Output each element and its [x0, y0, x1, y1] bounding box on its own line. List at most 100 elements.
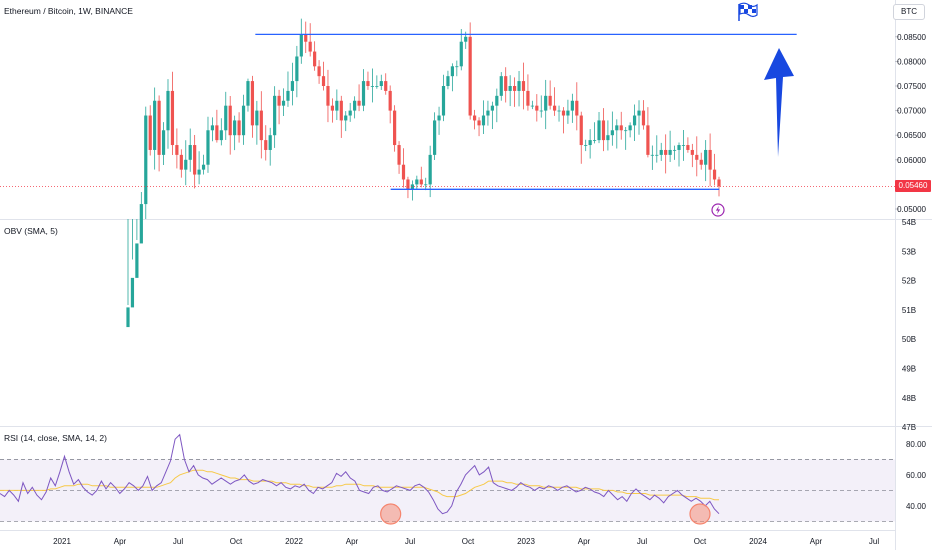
candle-body	[490, 105, 494, 111]
candle-body	[406, 179, 410, 190]
time-axis-label: Apr	[346, 537, 359, 546]
last-price-tag: 0.05460	[895, 180, 931, 192]
candle-body	[632, 115, 637, 126]
rsi-series[interactable]	[0, 433, 720, 515]
candle-body	[299, 34, 303, 57]
candle-body	[672, 149, 677, 151]
candle-body	[570, 100, 574, 111]
candle-body	[308, 41, 312, 52]
candle-body	[193, 145, 197, 175]
candle-body	[184, 159, 188, 170]
time-axis: 2021 Apr Jul Oct 2022 Apr Jul Oct 2023 Apr Jul Oct 2…	[53, 537, 879, 546]
candle-body	[233, 120, 237, 136]
candle-body	[592, 140, 597, 141]
time-axis-label: 2022	[285, 537, 303, 546]
time-axis-label: Apr	[578, 537, 591, 546]
candle-body	[521, 81, 526, 91]
candle-body	[499, 76, 503, 96]
candle-body	[539, 110, 543, 112]
rsi-guides	[0, 459, 895, 522]
candlestick-series[interactable]	[126, 18, 721, 328]
candle-body	[313, 51, 317, 67]
candle-body	[224, 105, 228, 131]
time-axis-label: Jul	[869, 537, 879, 546]
lightning-bolt-icon[interactable]	[711, 203, 725, 217]
candle-body	[397, 145, 401, 165]
candle-body	[375, 86, 379, 87]
candle-body	[166, 90, 170, 131]
obv-axis-label: 53B	[902, 247, 916, 256]
candle-body	[295, 56, 299, 82]
time-axis-label: Oct	[694, 537, 707, 546]
time-axis-label: Jul	[173, 537, 183, 546]
symbol-title: Ethereum / Bitcoin, 1W, BINANCE	[4, 6, 133, 16]
candle-body	[197, 169, 201, 175]
candle-body	[628, 125, 632, 131]
candle-body	[717, 179, 721, 187]
candle-body	[428, 154, 432, 185]
candle-body	[259, 110, 263, 141]
candle-body	[157, 100, 161, 155]
price-axis-label: 0.07500	[897, 82, 926, 91]
rsi-title: RSI (14, close, SMA, 14, 2)	[4, 433, 107, 443]
time-axis-label: Jul	[405, 537, 415, 546]
rsi-highlight-circle	[380, 503, 402, 525]
candle-body	[246, 81, 250, 106]
candle-body	[188, 145, 192, 160]
candle-body	[179, 154, 183, 170]
rsi-highlight-circles[interactable]	[380, 503, 711, 525]
candle-body	[597, 120, 601, 141]
candle-body	[361, 81, 366, 106]
candle-body	[153, 100, 157, 150]
candle-body	[441, 86, 446, 116]
checkered-flag-icon[interactable]	[737, 2, 759, 22]
candle-body	[712, 169, 717, 180]
candle-body	[464, 36, 468, 42]
rsi-axis-label: 40.00	[906, 502, 927, 511]
rsi-axis-label: 80.00	[906, 440, 927, 449]
candle-body	[148, 115, 152, 150]
time-axis-label: Apr	[810, 537, 823, 546]
candle-body	[504, 76, 508, 91]
rsi-highlight-circle	[689, 503, 711, 525]
candle-body	[473, 115, 477, 121]
candle-body	[335, 100, 339, 111]
candle-body	[690, 149, 694, 155]
price-axis-label: 0.05000	[897, 205, 926, 214]
candle-body	[277, 95, 281, 106]
candle-body	[237, 120, 241, 136]
candle-body	[664, 149, 668, 155]
candle-body	[161, 130, 166, 155]
time-axis-label: 2023	[517, 537, 535, 546]
rsi-ma-line	[0, 469, 719, 501]
price-axis-label: 0.06000	[897, 156, 926, 165]
candle-body	[486, 110, 490, 116]
candle-body	[477, 120, 481, 126]
price-axis-label: 0.07000	[897, 107, 926, 116]
candle-body	[357, 100, 361, 106]
candle-body	[579, 115, 583, 146]
candle-body	[419, 179, 423, 185]
candle-body	[353, 100, 357, 111]
obv-axis-label: 51B	[902, 306, 916, 315]
candle-body	[557, 110, 561, 112]
rsi-axis-label: 60.00	[906, 471, 927, 480]
candle-body	[384, 81, 388, 91]
up-arrow-icon[interactable]	[764, 48, 794, 157]
candle-body	[326, 86, 330, 106]
candle-body	[468, 36, 472, 116]
obv-axis-label: 54B	[902, 218, 916, 227]
candle-body	[170, 90, 175, 146]
rsi-axis: 80.00 60.00 40.00	[906, 440, 927, 511]
candle-body	[126, 307, 130, 328]
candle-body	[175, 145, 179, 155]
obv-axis: 54B 53B 52B 51B 50B 49B 48B 47B	[902, 218, 916, 432]
candle-body	[344, 115, 348, 121]
candle-body	[201, 164, 206, 170]
candle-body	[619, 125, 623, 131]
currency-button[interactable]: BTC	[893, 4, 925, 20]
candle-body	[552, 105, 557, 111]
trendlines[interactable]	[255, 33, 797, 190]
